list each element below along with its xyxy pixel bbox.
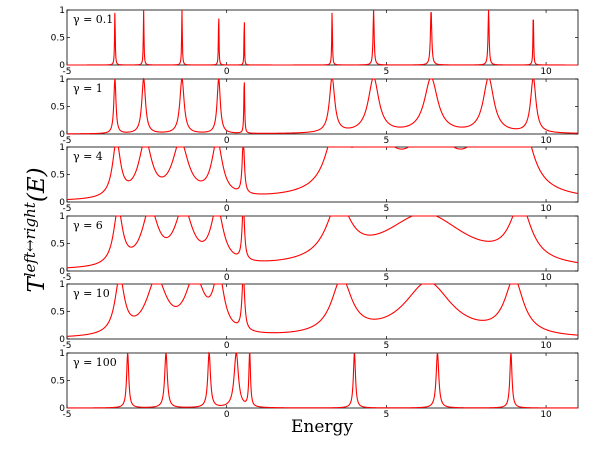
- y-tick-label: 0.5: [51, 171, 65, 181]
- x-tick-label: 0: [224, 341, 230, 351]
- y-tick-label: 0: [59, 61, 65, 71]
- x-tick-label: 10: [540, 136, 552, 146]
- svg-text:Tleft↔right(E): Tleft↔right(E): [21, 167, 50, 292]
- x-tick-label: 5: [384, 341, 390, 351]
- x-tick-label: 0: [224, 204, 230, 214]
- y-tick-label: 1: [59, 212, 65, 222]
- y-tick-label: 1: [59, 349, 65, 359]
- transmission-curve: [67, 77, 579, 135]
- x-tick-label: -5: [63, 273, 72, 283]
- y-tick-label: 0: [59, 130, 65, 140]
- y-tick-label: 1: [59, 143, 65, 153]
- x-tick-label: -5: [63, 204, 72, 214]
- x-tick-label: 5: [384, 273, 390, 283]
- panel-label: γ = 6: [73, 219, 103, 232]
- panel-axes-box: [66, 283, 579, 340]
- panel-label: γ = 4: [73, 150, 103, 163]
- y-tick-label: 0: [59, 404, 65, 414]
- panel-label: γ = 0.1: [73, 13, 113, 26]
- y-tick-label: 0.5: [51, 377, 65, 387]
- transmission-curve: [66, 146, 579, 201]
- y-tick-label: 1: [59, 280, 65, 290]
- y-axis-label-main: T: [24, 276, 50, 293]
- x-tick-label: 5: [384, 67, 390, 77]
- y-tick-label: 0: [59, 335, 65, 345]
- x-tick-label: 0: [224, 273, 230, 283]
- transmission-curve: [66, 283, 579, 337]
- panel-axes-box: [66, 78, 579, 135]
- y-tick-label: 0.5: [51, 103, 65, 113]
- y-axis-label: Tleft↔right(E): [21, 167, 50, 292]
- x-tick-label: 0: [224, 136, 230, 146]
- panel-axes-box: [66, 352, 579, 409]
- y-tick-label: 1: [59, 75, 65, 85]
- panel-label: γ = 100: [73, 356, 117, 369]
- x-tick-label: 5: [384, 136, 390, 146]
- x-tick-label: 5: [384, 410, 390, 420]
- x-axis-label: Energy: [291, 417, 353, 437]
- x-tick-label: 10: [540, 341, 552, 351]
- panel-label: γ = 10: [73, 287, 110, 300]
- x-tick-label: 0: [224, 67, 230, 77]
- x-tick-label: 10: [540, 410, 552, 420]
- panel-label: γ = 1: [73, 82, 103, 95]
- x-tick-label: -5: [63, 67, 72, 77]
- transmission-curve: [67, 9, 578, 66]
- x-tick-label: 10: [540, 67, 552, 77]
- transmission-curve: [66, 215, 579, 269]
- y-tick-label: 0.5: [51, 240, 65, 250]
- x-tick-label: 10: [540, 204, 552, 214]
- x-tick-label: 0: [224, 410, 230, 420]
- panel-axes-box: [66, 146, 579, 203]
- x-tick-label: -5: [63, 341, 72, 351]
- x-tick-label: -5: [63, 136, 72, 146]
- y-tick-label: 0.5: [51, 34, 65, 44]
- x-tick-label: 10: [540, 273, 552, 283]
- y-tick-label: 0: [59, 267, 65, 277]
- y-tick-label: 0: [59, 198, 65, 208]
- y-tick-label: 0.5: [51, 308, 65, 318]
- transmission-curve: [67, 351, 578, 409]
- x-tick-label: 5: [384, 204, 390, 214]
- y-tick-label: 1: [59, 6, 65, 16]
- y-axis-label-superscript: left↔right: [21, 201, 39, 277]
- y-axis-label-argument: (E): [24, 167, 50, 202]
- x-tick-label: -5: [63, 410, 72, 420]
